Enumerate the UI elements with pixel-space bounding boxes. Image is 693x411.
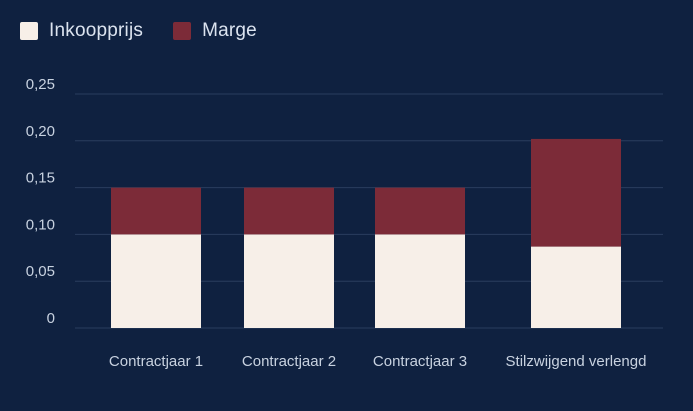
bar-segment-inkoopprijs [244,234,334,328]
y-tick-label: 0,20 [26,123,55,140]
bar-top-cap [111,188,201,194]
x-axis-category-labels: Contractjaar 1 Contractjaar 2 Contractjaar… [109,353,647,370]
bar-segment-marge [531,138,621,247]
legend-item-inkoopprijs: Inkoopprijs [20,20,143,42]
bar-top-cap [531,139,621,145]
x-category-label: Stilzwijgend verlengd [506,353,647,370]
bars [111,138,621,328]
bar-segment-marge [244,187,334,235]
y-tick-label: 0 [47,310,55,327]
legend-item-marge: Marge [173,20,257,42]
x-category-label: Contractjaar 3 [373,353,467,370]
bar-segment-inkoopprijs [375,234,465,328]
y-tick-label: 0,25 [26,76,55,93]
legend-swatch-inkoopprijs [20,22,38,40]
y-tick-label: 0,10 [26,216,55,233]
legend: Inkoopprijs Marge [20,18,257,44]
bar-top-cap [375,188,465,194]
bar-segment-marge [375,187,465,235]
bar-segment-inkoopprijs [531,246,621,328]
x-category-label: Contractjaar 1 [109,353,203,370]
bar-top-cap [244,188,334,194]
y-tick-label: 0,05 [26,263,55,280]
y-axis-tick-labels: 0 0,05 0,10 0,15 0,20 0,25 [26,76,55,327]
legend-label-inkoopprijs: Inkoopprijs [49,20,144,41]
legend-swatch-marge [173,22,192,40]
y-tick-label: 0,15 [26,170,55,187]
x-category-label: Contractjaar 2 [242,353,336,370]
legend-label-marge: Marge [202,20,257,41]
bar-segment-inkoopprijs [111,234,201,328]
bar-segment-marge [111,187,201,235]
